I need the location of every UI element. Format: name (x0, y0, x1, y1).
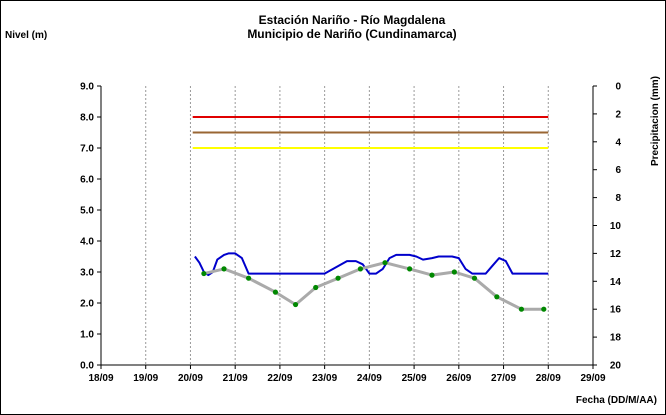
measured-point (201, 270, 207, 277)
y-right-tick-label: 18 (610, 333, 622, 344)
y-right-tick-label: 2 (615, 109, 621, 120)
measured-point (518, 306, 525, 312)
measured-point (335, 275, 341, 281)
y-right-tick-label: 8 (615, 193, 621, 204)
y-right-tick-label: 10 (610, 221, 622, 232)
measured-point (246, 275, 252, 281)
measured-point (357, 266, 364, 272)
x-tick-label: 19/09 (133, 373, 158, 384)
x-tick-label: 21/09 (223, 373, 248, 384)
measured-point (272, 289, 279, 295)
measured-point (407, 266, 413, 272)
y-left-tick-label: 3.0 (80, 268, 94, 279)
y-right-tick-label: 4 (615, 137, 621, 148)
y-left-tick-label: 4.0 (80, 237, 94, 248)
measured-point (292, 301, 299, 308)
x-tick-label: 26/09 (446, 373, 471, 384)
x-tick-label: 24/09 (357, 373, 382, 384)
x-tick-label: 25/09 (402, 373, 427, 384)
y-left-tick-label: 1.0 (80, 330, 94, 341)
x-tick-label: 28/09 (536, 373, 561, 384)
y-right-tick-label: 14 (610, 277, 622, 288)
y-left-tick-label: 0.0 (80, 361, 94, 372)
plot-area: 18/09 19/09 20/09 21/09 22/09 23/09 24/09 25/09… (80, 82, 621, 385)
y-right-tick-label: 16 (610, 305, 622, 316)
chart-title: Estación Nariño - Río Magdalena (259, 13, 446, 27)
y-left-tick-label: 7.0 (80, 144, 94, 155)
y-left-tick-label: 6.0 (80, 175, 94, 186)
measured-point (221, 266, 227, 272)
chart-subtitle: Municipio de Nariño (Cundinamarca) (247, 27, 456, 41)
x-tick-label: 18/09 (88, 373, 113, 384)
y-left-tick-label: 5.0 (80, 206, 94, 217)
measured-series-line (203, 261, 544, 311)
y-right-tick-label: 12 (610, 249, 622, 260)
measured-point (451, 269, 457, 275)
y-right-tick-label: 6 (615, 165, 621, 176)
x-tick-label: 23/09 (312, 373, 337, 384)
measured-point (494, 294, 500, 300)
y-left-axis-title: Nivel (m) (5, 30, 47, 41)
measured-point (382, 260, 388, 266)
x-tick-label: 20/09 (178, 373, 203, 384)
y-left-tick-label: 8.0 (80, 113, 94, 124)
y-left-tick-label: 2.0 (80, 299, 94, 310)
y-right-axis-title: Precipitacion (mm) (650, 76, 661, 166)
measured-point (429, 272, 435, 278)
x-tick-label: 29/09 (580, 373, 605, 384)
x-axis-title: Fecha (DD/M/AA) (576, 395, 657, 406)
level-series-line (194, 252, 549, 277)
x-tick-label: 22/09 (267, 373, 292, 384)
y-right-tick-label: 0 (615, 82, 621, 93)
measured-point (313, 284, 319, 291)
measured-point (541, 306, 547, 312)
measured-point (471, 275, 478, 281)
y-left-tick-label: 9.0 (80, 82, 94, 93)
x-tick-label: 27/09 (491, 373, 516, 384)
y-right-tick-label: 20 (610, 361, 622, 372)
